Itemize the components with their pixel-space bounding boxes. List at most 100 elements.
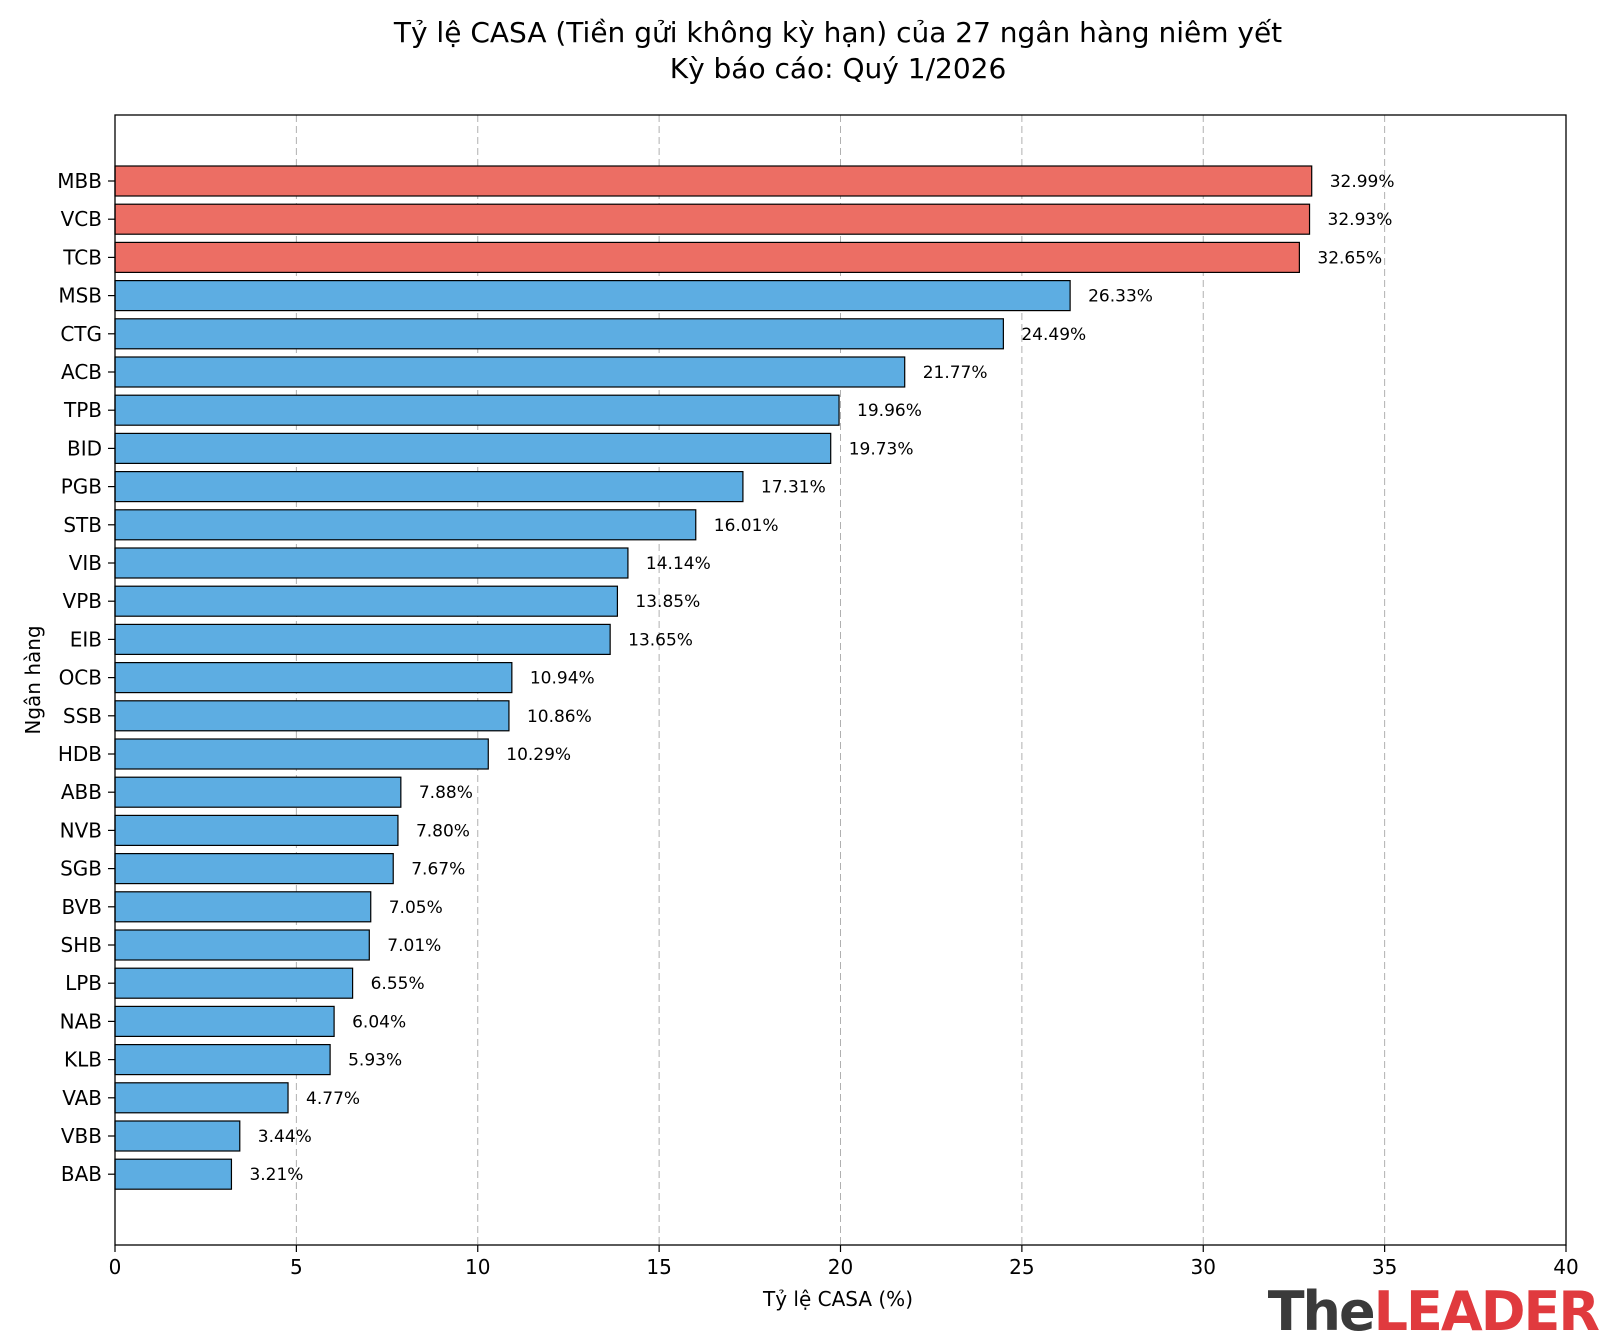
- bar-pgb: [114, 471, 744, 503]
- bar-bvb: [114, 891, 372, 923]
- value-label-eib: 13.65%: [628, 630, 693, 650]
- svg-text:TheLEADER: TheLEADER: [1268, 1280, 1600, 1333]
- bars: [114, 165, 1313, 1190]
- x-tick-label: 30: [1191, 1255, 1216, 1279]
- bar-mbb: [114, 165, 1313, 197]
- y-axis-ticks: MBB VCB TCB MSB CTG ACB TPB BID PGB STB VIB VPB EIB O…: [57, 169, 115, 1186]
- y-tick-label-bvb: BVB: [61, 895, 102, 919]
- y-tick-label-vbb: VBB: [61, 1124, 102, 1148]
- x-tick-label: 35: [1372, 1255, 1397, 1279]
- value-label-abb: 7.88%: [419, 783, 473, 803]
- bar-bab: [114, 1158, 233, 1190]
- bar-stb: [114, 509, 697, 541]
- bar-ctg: [114, 318, 1004, 350]
- chart-title: Tỷ lệ CASA (Tiền gửi không kỳ hạn) của 2…: [393, 16, 1282, 49]
- bar-shb: [114, 929, 370, 961]
- bar-lpb: [114, 967, 354, 999]
- y-tick-label-ocb: OCB: [59, 666, 102, 690]
- value-label-vab: 4.77%: [306, 1089, 360, 1109]
- bar-sgb: [114, 852, 394, 885]
- y-tick-label-hdb: HDB: [58, 742, 102, 766]
- value-label-klb: 5.93%: [348, 1051, 402, 1071]
- bar-hdb: [114, 738, 489, 770]
- y-tick-label-stb: STB: [63, 513, 102, 537]
- chart-subtitle: Kỳ báo cáo: Quý 1/2026: [670, 52, 1007, 85]
- x-tick-label: 20: [828, 1255, 853, 1279]
- value-label-pgb: 17.31%: [761, 478, 826, 498]
- bar-eib: [114, 623, 611, 656]
- bar-abb: [114, 776, 402, 808]
- value-label-vib: 14.14%: [646, 554, 711, 574]
- x-tick-label: 5: [290, 1255, 303, 1279]
- y-tick-label-sgb: SGB: [60, 857, 102, 881]
- value-label-vbb: 3.44%: [258, 1127, 312, 1147]
- bar-vpb: [114, 585, 619, 617]
- logo-the: The: [1268, 1280, 1374, 1333]
- x-axis-label: Tỷ lệ CASA (%): [762, 1287, 913, 1311]
- bar-nab: [114, 1005, 335, 1038]
- y-tick-label-vcb: VCB: [61, 207, 102, 231]
- y-tick-label-eib: EIB: [70, 627, 102, 651]
- bar-vcb: [114, 203, 1311, 235]
- x-tick-label: 25: [1009, 1255, 1034, 1279]
- y-tick-label-acb: ACB: [61, 360, 102, 384]
- bar-acb: [114, 356, 906, 388]
- bar-tcb: [114, 241, 1300, 273]
- value-label-mbb: 32.99%: [1330, 172, 1395, 192]
- y-tick-label-abb: ABB: [61, 780, 102, 804]
- y-tick-label-shb: SHB: [61, 933, 102, 957]
- theleader-logo: TheLEADER: [1268, 1280, 1600, 1333]
- bar-bid: [114, 432, 832, 464]
- bar-ssb: [114, 700, 510, 732]
- x-axis-ticks: 0 5 10 15 20 25 30 35 40: [109, 1245, 1579, 1279]
- value-label-msb: 26.33%: [1088, 287, 1153, 307]
- x-tick-label: 10: [465, 1255, 490, 1279]
- y-tick-label-tpb: TPB: [63, 398, 102, 422]
- value-label-tpb: 19.96%: [857, 401, 922, 421]
- y-tick-label-msb: MSB: [58, 284, 102, 308]
- bar-tpb: [114, 394, 840, 426]
- bar-msb: [114, 280, 1071, 312]
- y-tick-label-nab: NAB: [60, 1009, 102, 1033]
- value-label-sgb: 7.67%: [411, 860, 465, 880]
- bar-vbb: [114, 1120, 241, 1152]
- y-tick-label-ssb: SSB: [63, 704, 102, 728]
- bar-vab: [114, 1082, 289, 1114]
- y-tick-label-mbb: MBB: [57, 169, 102, 193]
- value-label-bid: 19.73%: [849, 439, 914, 459]
- value-label-vpb: 13.85%: [635, 592, 700, 612]
- y-tick-label-lpb: LPB: [65, 971, 102, 995]
- y-tick-label-nvb: NVB: [60, 818, 102, 842]
- y-tick-label-pgb: PGB: [61, 475, 102, 499]
- value-label-ctg: 24.49%: [1021, 325, 1086, 345]
- value-label-ssb: 10.86%: [527, 707, 592, 727]
- value-labels: 32.99% 32.93% 32.65% 26.33%24.49% 21.77%19.9…: [249, 172, 1394, 1185]
- value-label-bvb: 7.05%: [389, 898, 443, 918]
- value-label-lpb: 6.55%: [371, 974, 425, 994]
- y-tick-label-vab: VAB: [62, 1086, 102, 1110]
- value-label-nab: 6.04%: [352, 1012, 406, 1032]
- value-label-nvb: 7.80%: [416, 821, 470, 841]
- value-label-stb: 16.01%: [714, 516, 779, 536]
- y-tick-label-tcb: TCB: [62, 245, 102, 269]
- logo-leader: LEADER: [1374, 1280, 1600, 1333]
- y-tick-label-bid: BID: [67, 436, 102, 460]
- x-tick-label: 15: [646, 1255, 671, 1279]
- y-tick-label-klb: KLB: [64, 1048, 102, 1072]
- y-tick-label-ctg: CTG: [60, 322, 102, 346]
- x-tick-label: 40: [1553, 1255, 1578, 1279]
- x-tick-label: 0: [109, 1255, 122, 1279]
- plot-frame: [114, 114, 1567, 1246]
- bar-ocb: [114, 661, 513, 694]
- value-label-acb: 21.77%: [923, 363, 988, 383]
- value-label-shb: 7.01%: [387, 936, 441, 956]
- value-label-hdb: 10.29%: [506, 745, 571, 765]
- value-label-bab: 3.21%: [249, 1165, 303, 1185]
- bar-nvb: [114, 814, 399, 847]
- value-label-vcb: 32.93%: [1328, 210, 1393, 230]
- bar-klb: [114, 1043, 331, 1076]
- y-axis-label: Ngân hàng: [21, 625, 45, 734]
- y-tick-label-vpb: VPB: [63, 589, 102, 613]
- value-label-ocb: 10.94%: [530, 669, 595, 689]
